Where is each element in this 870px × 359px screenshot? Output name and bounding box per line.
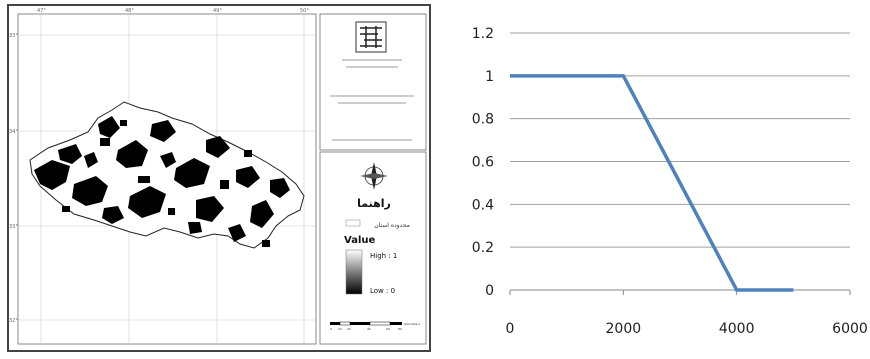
province-raster [29, 101, 305, 249]
x-tick-label: 2000 [606, 321, 642, 337]
x-tick-label: 6000 [832, 321, 868, 337]
y-tick-label: 0.4 [472, 197, 494, 213]
map-svg: 47° 48° 49° 50° 33° 34° 33° 32° [7, 4, 431, 352]
scalebar-label: 80 [398, 327, 402, 331]
boundary-swatch [345, 219, 361, 227]
value-gradient-ramp [345, 249, 363, 295]
scalebar-label: 20 [347, 327, 351, 331]
series-line [510, 74, 794, 292]
lon-label: 48° [125, 8, 134, 14]
lat-label: 33° [9, 33, 18, 39]
lon-label: 47° [37, 8, 46, 14]
lat-label: 33° [9, 224, 18, 230]
university-logo [355, 21, 387, 53]
y-tick-label: 1 [485, 69, 494, 85]
scalebar-unit: Kilometers [404, 322, 420, 326]
y-tick-label: 0.6 [472, 155, 494, 171]
lon-label: 50° [300, 8, 309, 14]
y-tick-label: 0 [485, 283, 494, 299]
value-legend-title: Value [344, 235, 375, 246]
scale-bar [330, 321, 402, 326]
scalebar-label: 10 [338, 327, 342, 331]
legend-heading: راهنما [357, 197, 391, 210]
scalebar-label: 60 [386, 327, 390, 331]
y-tick-label: 0.8 [472, 112, 494, 128]
lon-label: 49° [213, 8, 222, 14]
scalebar-label: 40 [367, 327, 371, 331]
north-arrow-icon [360, 162, 388, 190]
value-low-label: Low : 0 [370, 287, 395, 295]
y-tick-label: 0.2 [472, 240, 494, 256]
lat-label: 34° [9, 129, 18, 135]
title-text-lines [330, 59, 414, 141]
lat-label: 32° [9, 318, 18, 324]
map-figure: 47° 48° 49° 50° 33° 34° 33° 32° [0, 0, 432, 355]
membership-line-chart: 0 0.2 0.4 0.6 0.8 1 1.2 0 2000 4000 6000 [440, 0, 870, 355]
y-tick-label: 1.2 [472, 26, 494, 42]
x-tick-label: 0 [506, 321, 515, 337]
x-tick-label: 4000 [719, 321, 755, 337]
boundary-label: محدوده استان [374, 222, 410, 229]
chart-svg: 0 0.2 0.4 0.6 0.8 1 1.2 0 2000 4000 6000 [472, 26, 868, 337]
value-high-label: High : 1 [370, 252, 397, 260]
scalebar-label: 0 [330, 327, 332, 331]
